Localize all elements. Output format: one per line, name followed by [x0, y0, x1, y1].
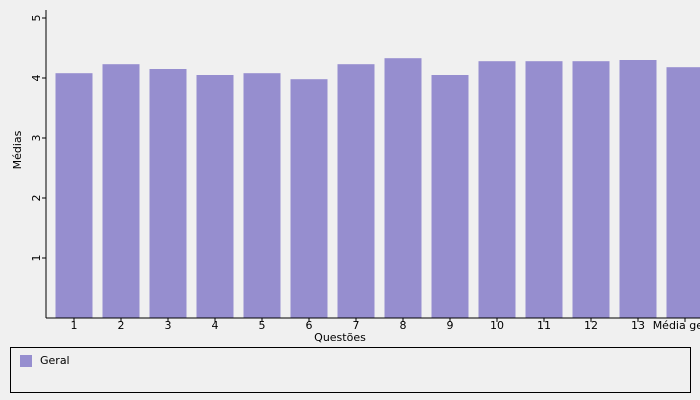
bar — [572, 61, 610, 318]
bar — [243, 73, 281, 318]
y-tick-label: 1 — [30, 255, 43, 262]
y-tick-label: 5 — [30, 15, 43, 22]
bar — [619, 60, 657, 318]
bar — [337, 64, 375, 318]
x-tick-label: 9 — [447, 319, 454, 332]
bar — [384, 58, 422, 318]
x-tick-label: Média geral — [653, 319, 700, 332]
x-tick-label: 3 — [165, 319, 172, 332]
x-tick-label: 2 — [118, 319, 125, 332]
x-tick-label: 4 — [212, 319, 219, 332]
bar — [149, 69, 187, 318]
bar — [666, 67, 700, 318]
bar — [525, 61, 563, 318]
x-axis-title: Questões — [314, 331, 366, 344]
x-tick-label: 1 — [71, 319, 78, 332]
legend-label: Geral — [40, 354, 70, 367]
x-tick-label: 11 — [537, 319, 551, 332]
x-tick-label: 7 — [353, 319, 360, 332]
bar — [478, 61, 516, 318]
x-tick-label: 13 — [631, 319, 645, 332]
legend-box — [10, 347, 691, 393]
x-tick-label: 6 — [306, 319, 313, 332]
y-tick-label: 2 — [30, 195, 43, 202]
y-tick-label: 4 — [30, 75, 43, 82]
legend-swatch — [20, 355, 32, 367]
bar — [290, 79, 328, 318]
y-axis-title: Médias — [11, 130, 24, 169]
y-tick-label: 3 — [30, 135, 43, 142]
bar — [102, 64, 140, 318]
x-tick-label: 8 — [400, 319, 407, 332]
bar — [431, 75, 469, 318]
x-tick-label: 5 — [259, 319, 266, 332]
x-tick-label: 10 — [490, 319, 504, 332]
bar — [196, 75, 234, 318]
bar — [55, 73, 93, 318]
x-tick-label: 12 — [584, 319, 598, 332]
